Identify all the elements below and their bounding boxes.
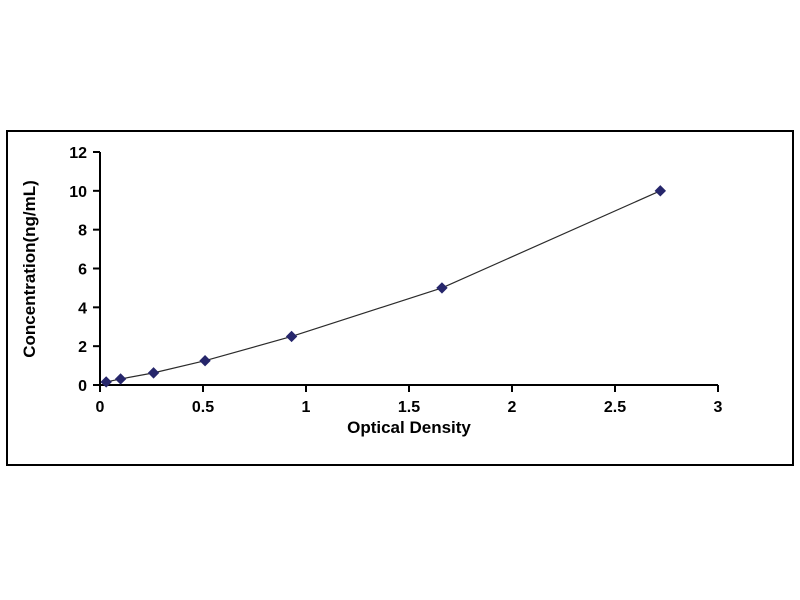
x-tick-label: 2 [508,399,517,416]
tick-label-layer: 0 0.5 1 1.5 2 2.5 3 0 2 4 6 8 10 12 [69,145,722,416]
data-point-marker [147,367,160,379]
x-axis-label: Optical Density [347,418,471,437]
axes-layer [93,151,719,392]
data-point-marker [436,282,448,294]
y-tick-label: 10 [69,184,87,201]
y-tick-label: 0 [78,378,87,395]
data-point-marker [100,376,112,388]
x-tick-label: 3 [714,399,723,416]
data-point-marker [285,330,298,343]
x-tick-label: 0.5 [192,399,214,416]
series-layer [100,185,667,388]
y-tick-label: 4 [78,300,87,317]
x-tick-label: 1.5 [398,399,420,416]
data-point-marker [654,185,667,197]
chart-svg: 0 0.5 1 1.5 2 2.5 3 0 2 4 6 8 10 12 Optical Density C… [20,145,723,437]
x-tick-label: 0 [96,399,105,416]
x-tick-label: 1 [302,399,311,416]
y-tick-label: 6 [78,262,87,279]
data-point-marker [199,355,211,367]
data-point-marker [114,373,127,385]
y-tick-label: 2 [78,339,87,356]
x-tick-label: 2.5 [604,399,626,416]
y-axis-label: Concentration(ng/mL) [20,180,39,358]
y-tick-label: 8 [78,223,87,240]
chart-frame: 0 0.5 1 1.5 2 2.5 3 0 2 4 6 8 10 12 Optical Density C… [6,130,794,466]
y-tick-label: 12 [69,145,87,162]
series-line [106,190,661,383]
